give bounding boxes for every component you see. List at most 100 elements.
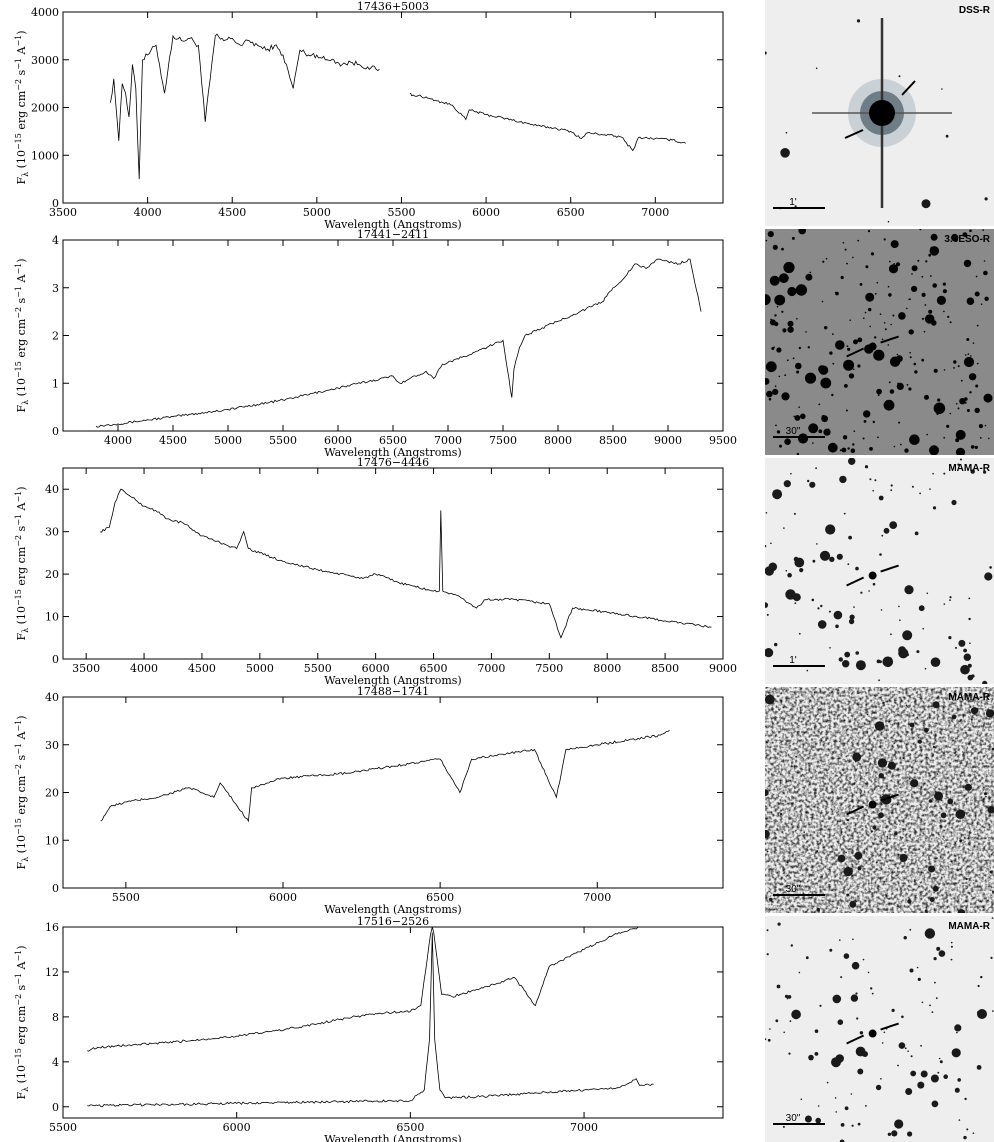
star	[812, 442, 814, 444]
star	[982, 229, 984, 231]
star	[976, 324, 979, 327]
scale-bar-label: 1'	[789, 655, 797, 666]
x-tick-label: 4500	[188, 662, 216, 675]
star	[943, 603, 946, 605]
star	[958, 1119, 961, 1121]
star	[847, 447, 850, 450]
star	[935, 997, 938, 1000]
star	[932, 472, 934, 475]
star	[853, 606, 855, 608]
star	[889, 381, 891, 384]
finding-chart-field	[765, 458, 994, 684]
star	[929, 488, 931, 490]
y-tick-label: 20	[45, 787, 59, 800]
star	[785, 569, 788, 572]
star	[977, 984, 980, 988]
star	[794, 557, 805, 568]
x-axis-label: Wavelength (Angstroms)	[324, 1133, 461, 1142]
star	[953, 360, 957, 364]
star	[966, 297, 975, 306]
star	[921, 358, 925, 362]
panel-title: 17476−4446	[357, 456, 429, 469]
star	[984, 296, 989, 301]
x-tick-label: 6000	[223, 1121, 251, 1134]
star	[848, 535, 852, 540]
star	[797, 433, 809, 444]
star	[865, 1105, 867, 1107]
star	[839, 939, 841, 941]
star	[784, 438, 791, 446]
target-marker	[880, 1022, 899, 1031]
star	[895, 355, 903, 363]
star	[959, 398, 966, 405]
y-tick-label: 40	[45, 483, 59, 496]
star	[776, 305, 779, 308]
star	[901, 1015, 904, 1019]
star	[812, 559, 816, 563]
star	[992, 1010, 994, 1012]
star	[866, 713, 869, 716]
star	[877, 758, 888, 768]
star	[974, 445, 978, 449]
star	[777, 922, 781, 926]
x-tick-label: 6000	[362, 662, 390, 675]
star	[914, 531, 919, 536]
star	[941, 88, 943, 90]
star	[899, 853, 908, 862]
star	[790, 472, 792, 475]
star	[794, 602, 797, 604]
star	[857, 1122, 861, 1126]
star	[983, 393, 993, 403]
star	[791, 1009, 801, 1020]
star	[911, 285, 918, 292]
star	[787, 320, 794, 327]
star	[850, 994, 859, 1002]
spectrum-line	[87, 932, 654, 1108]
star	[894, 831, 898, 836]
star	[929, 897, 935, 902]
star	[775, 1019, 779, 1023]
star	[958, 639, 966, 647]
star	[929, 246, 940, 256]
star	[898, 421, 901, 424]
y-tick-label: 10	[45, 611, 59, 624]
y-tick-label: 2000	[31, 102, 59, 115]
star	[868, 307, 872, 312]
star	[945, 134, 949, 138]
star	[874, 292, 877, 295]
star	[863, 410, 871, 418]
star	[974, 291, 980, 297]
star	[964, 783, 972, 791]
star	[875, 1084, 882, 1091]
star	[765, 239, 768, 242]
star	[846, 818, 849, 822]
star	[786, 359, 789, 362]
star	[983, 792, 987, 796]
x-tick-label: 6500	[379, 434, 407, 447]
y-tick-label: 30	[45, 739, 59, 752]
x-tick-label: 3500	[72, 662, 100, 675]
star	[982, 680, 988, 684]
star	[818, 365, 829, 375]
finding-chart-label: MAMA-R	[948, 921, 990, 932]
y-axis-label: Fλ (10−15 erg cm−2 s−1 A−1)	[14, 258, 30, 412]
star	[765, 648, 774, 658]
x-tick-label: 8000	[593, 662, 621, 675]
star	[845, 409, 848, 412]
star	[796, 318, 798, 320]
star	[899, 619, 901, 621]
y-tick-label: 4000	[31, 6, 59, 19]
star	[808, 1054, 814, 1061]
star	[846, 262, 848, 265]
sky-background	[765, 458, 994, 684]
star	[821, 300, 824, 303]
star	[909, 298, 911, 300]
star	[934, 791, 943, 801]
x-axis-label: Wavelength (Angstroms)	[324, 446, 461, 459]
star	[857, 364, 861, 368]
star	[862, 437, 865, 440]
star	[964, 397, 968, 401]
star	[860, 591, 863, 594]
star	[800, 1098, 803, 1101]
x-tick-label: 7000	[434, 434, 462, 447]
